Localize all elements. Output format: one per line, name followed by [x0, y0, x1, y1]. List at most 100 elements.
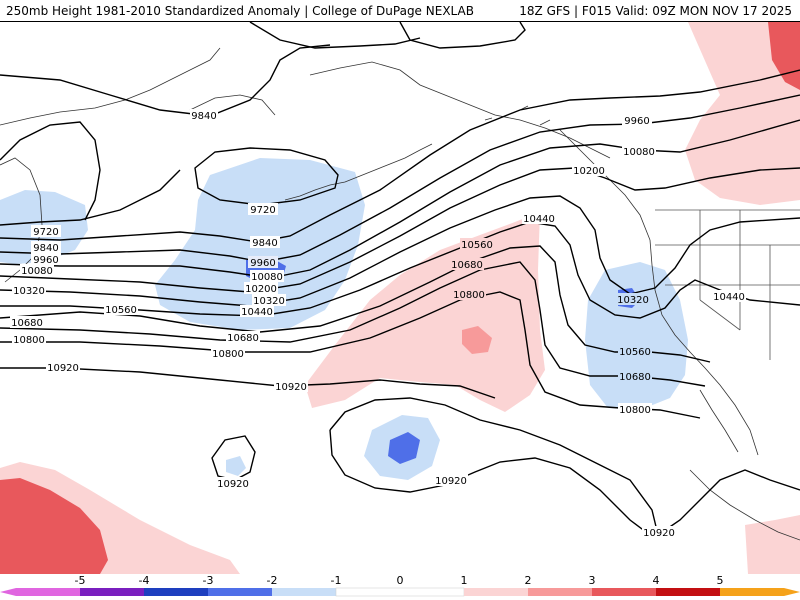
colorbar-swatch: [592, 588, 656, 596]
svg-text:10560: 10560: [461, 240, 493, 251]
svg-text:9960: 9960: [624, 116, 649, 127]
contour-label: 10440: [712, 290, 746, 303]
colorbar-tick-label: 5: [717, 574, 724, 587]
svg-text:10800: 10800: [212, 349, 244, 360]
contour-10560-main: [0, 245, 711, 363]
svg-text:10080: 10080: [623, 147, 655, 158]
colorbar-swatch: [335, 587, 465, 597]
positive-anomaly-core-central-pacific: [462, 326, 492, 354]
colorbar-swatch: [16, 588, 80, 596]
svg-text:10680: 10680: [227, 333, 259, 344]
svg-text:9960: 9960: [33, 255, 58, 266]
contour-label: 9960: [31, 253, 61, 266]
contour-9840-main: [0, 69, 800, 243]
svg-text:10200: 10200: [573, 166, 605, 177]
contour-label: 10320: [12, 284, 46, 297]
colorbar-swatch: [144, 588, 208, 596]
contour-label: 9960: [248, 256, 278, 269]
svg-text:10920: 10920: [47, 363, 79, 374]
svg-text:9720: 9720: [250, 205, 275, 216]
contour-label: 10560: [460, 238, 494, 251]
svg-text:10440: 10440: [713, 292, 745, 303]
svg-text:10680: 10680: [11, 318, 43, 329]
contour-9960-main: [0, 94, 800, 263]
contour-label: 10800: [211, 347, 245, 360]
svg-text:10440: 10440: [523, 214, 555, 225]
contour-10920-southwest-loop: [211, 435, 256, 481]
contour-label: 10080: [250, 270, 284, 283]
svg-text:10560: 10560: [619, 347, 651, 358]
svg-text:9840: 9840: [252, 238, 277, 249]
contour-label: 9840: [31, 241, 61, 254]
coastline-alaska: [309, 61, 611, 159]
svg-text:10800: 10800: [13, 335, 45, 346]
svg-text:10680: 10680: [619, 372, 651, 383]
svg-text:10320: 10320: [13, 286, 45, 297]
contour-label: 10920: [642, 526, 676, 539]
contour-label: 10920: [274, 380, 308, 393]
contour-label: 10800: [12, 333, 46, 346]
colorbar-arrow-right: [784, 588, 800, 596]
contour-label: 10920: [46, 361, 80, 374]
contour-label: 10920: [434, 474, 468, 487]
svg-text:10920: 10920: [275, 382, 307, 393]
coastline-baja: [699, 389, 739, 453]
contour-polar-north: [399, 22, 526, 49]
svg-text:10080: 10080: [21, 266, 53, 277]
negative-anomaly-california: [585, 262, 688, 410]
contour-label: 10320: [616, 293, 650, 306]
contour-10920-hawaii-south: [329, 429, 651, 536]
contour-label: 10800: [618, 403, 652, 416]
colorbar: -5 -4 -3 -2 -1 0 1 2 3 4 5: [0, 574, 800, 597]
strong-negative-anomaly-hawaii: [388, 432, 420, 464]
svg-text:10440: 10440: [241, 307, 273, 318]
svg-text:10800: 10800: [453, 290, 485, 301]
coastline-west-us: [649, 239, 759, 456]
contour-label: 9720: [248, 203, 278, 216]
colorbar-swatch: [528, 588, 592, 596]
contour-label: 10680: [226, 331, 260, 344]
contour-label: 10440: [240, 305, 274, 318]
contour-bering-9720-loop: [194, 147, 339, 206]
colorbar-swatch: [272, 588, 336, 596]
svg-text:10080: 10080: [251, 272, 283, 283]
island-alaska-islets: [484, 105, 551, 126]
colorbar-tick-label: -1: [331, 574, 342, 587]
strong-positive-anomaly-southwest: [0, 478, 108, 574]
coastline-mexico: [689, 469, 800, 541]
contour-10920-mexico: [657, 469, 800, 536]
contour-label: 10320: [252, 294, 286, 307]
contour-label: 9720: [31, 225, 61, 238]
svg-text:10680: 10680: [451, 260, 483, 271]
geography-outlines: [0, 47, 800, 541]
contour-label: 10080: [20, 264, 54, 277]
svg-text:10320: 10320: [253, 296, 285, 307]
header-bar: 250mb Height 1981-2010 Standardized Anom…: [0, 0, 800, 22]
strong-positive-anomaly-northeast: [768, 22, 800, 90]
colorbar-swatch: [208, 588, 272, 596]
svg-text:9840: 9840: [33, 243, 58, 254]
aleutian-chain: [284, 143, 433, 201]
contour-label: 9960: [622, 114, 652, 127]
svg-text:10200: 10200: [245, 284, 277, 295]
contour-label: 10680: [450, 258, 484, 271]
coastline-chukotka: [189, 94, 276, 116]
contour-kamchatka-ring: [0, 121, 101, 221]
contour-north-arc: [249, 22, 421, 49]
colorbar-tick-label: 1: [461, 574, 468, 587]
svg-text:10800: 10800: [619, 405, 651, 416]
contour-10080-main: [0, 119, 800, 279]
positive-anomaly-alaska-panhandle: [685, 22, 800, 205]
contour-label: 10200: [572, 164, 606, 177]
svg-text:9960: 9960: [250, 258, 275, 269]
contour-label: 10800: [452, 288, 486, 301]
svg-text:10920: 10920: [435, 476, 467, 487]
coastline-siberia: [0, 47, 221, 126]
contour-label: 9840: [190, 109, 218, 122]
negative-anomaly-small-south: [226, 456, 246, 476]
svg-text:10320: 10320: [617, 295, 649, 306]
colorbar-tick-label: 0: [397, 574, 404, 587]
contour-9720-kam: [0, 169, 181, 226]
colorbar-swatches: [0, 587, 800, 597]
contour-label: 9840: [250, 236, 280, 249]
